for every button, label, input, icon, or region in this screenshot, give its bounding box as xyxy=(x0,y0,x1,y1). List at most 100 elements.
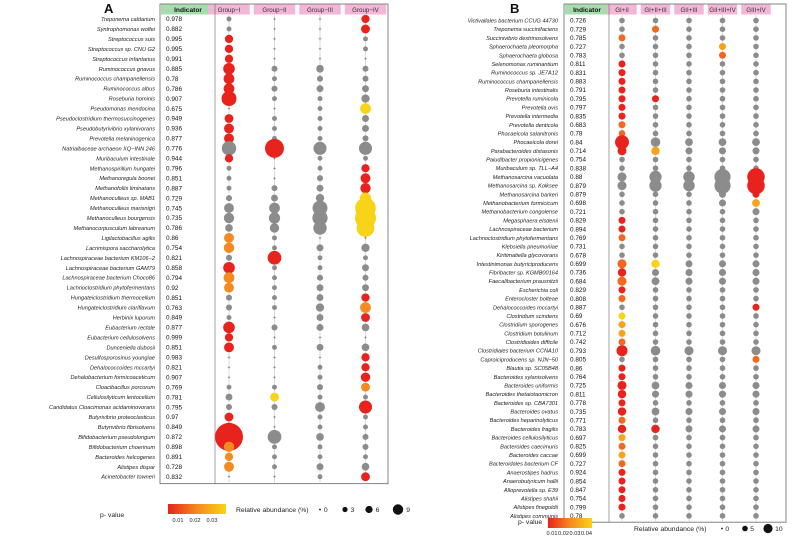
abundance-bubble xyxy=(363,424,368,430)
indicator-value: 0.887 xyxy=(166,185,182,192)
abundance-bubble xyxy=(221,91,237,107)
indicator-value: 0.883 xyxy=(570,79,586,86)
species-label: Bifidobacterium choerinum xyxy=(89,445,156,451)
abundance-bubble xyxy=(223,73,235,85)
abundance-bubble xyxy=(358,141,373,155)
abundance-bubble xyxy=(686,104,692,111)
abundance-bubble xyxy=(226,175,232,181)
indicator-value: 0.849 xyxy=(166,315,182,322)
abundance-bubble xyxy=(752,425,760,433)
abundance-bubble xyxy=(753,243,759,250)
abundance-bubble xyxy=(224,114,234,123)
abundance-bubble xyxy=(753,295,759,302)
size-legend-value: 9 xyxy=(406,507,410,514)
abundance-bubble xyxy=(618,86,626,94)
abundance-bubble xyxy=(224,282,234,293)
abundance-bubble xyxy=(652,130,659,137)
abundance-bubble xyxy=(317,116,323,121)
size-legend-value: 6 xyxy=(376,507,380,514)
abundance-bubble xyxy=(651,95,660,103)
group-header-bg xyxy=(607,4,637,15)
abundance-bubble xyxy=(223,272,235,284)
indicator-value: 0.894 xyxy=(570,226,586,233)
species-label: Selenomonas ruminantium xyxy=(491,62,558,68)
abundance-bubble xyxy=(752,390,760,398)
species-label: Prevotella ovis xyxy=(522,105,559,111)
abundance-bubble xyxy=(752,208,760,216)
abundance-bubble xyxy=(686,287,692,293)
abundance-bubble xyxy=(361,243,370,252)
abundance-bubble xyxy=(753,469,759,476)
species-label: Methanosarcina sp. Kolksee xyxy=(488,184,558,190)
abundance-bubble xyxy=(362,274,369,281)
abundance-bubble xyxy=(652,339,659,345)
abundance-bubble xyxy=(223,242,235,254)
pvalue-colorbar xyxy=(548,518,592,528)
abundance-bubble xyxy=(686,330,692,337)
abundance-bubble xyxy=(361,472,370,482)
abundance-bubble xyxy=(272,235,277,241)
species-label: Treponema caldarium xyxy=(101,17,155,23)
abundance-bubble xyxy=(226,26,232,32)
abundance-bubble xyxy=(271,404,278,411)
size-legend-value: 0 xyxy=(324,507,328,514)
panel-letter: B xyxy=(510,1,519,16)
indicator-value: 0.811 xyxy=(570,61,586,68)
abundance-bubble xyxy=(686,95,692,102)
group-header: Group−II xyxy=(262,7,287,14)
abundance-bubble xyxy=(619,513,625,519)
abundance-bubble xyxy=(618,329,626,337)
abundance-bubble xyxy=(752,268,760,277)
abundance-bubble xyxy=(753,52,759,59)
abundance-bubble xyxy=(652,504,659,510)
species-label: Dehalococcoides mccartyi xyxy=(90,365,156,371)
abundance-bubble xyxy=(719,495,726,502)
abundance-bubble xyxy=(225,195,233,202)
size-legend-value: 5 xyxy=(750,526,754,533)
abundance-bubble xyxy=(652,400,659,406)
species-label: Dehalobacterium formicoaceticum xyxy=(70,375,155,381)
abundance-bubble xyxy=(718,51,727,59)
abundance-bubble xyxy=(224,342,234,353)
abundance-bubble xyxy=(719,287,726,293)
abundance-bubble xyxy=(315,303,325,312)
abundance-bubble xyxy=(650,345,661,356)
indicator-value: 0.78 xyxy=(570,513,583,520)
size-legend-dot xyxy=(721,527,723,530)
group-header-bg xyxy=(640,4,671,15)
abundance-bubble xyxy=(618,216,626,224)
species-label: Cloacibacillus porcorum xyxy=(96,385,156,391)
abundance-bubble xyxy=(686,26,692,32)
size-legend-dot xyxy=(342,506,348,513)
abundance-bubble xyxy=(618,112,626,120)
abundance-bubble xyxy=(753,69,759,76)
abundance-bubble xyxy=(686,208,692,215)
abundance-bubble xyxy=(360,182,371,194)
abundance-bubble xyxy=(224,333,234,342)
abundance-bubble xyxy=(686,339,692,345)
abundance-bubble xyxy=(317,255,323,261)
indicator-value: 0.793 xyxy=(570,348,586,355)
abundance-bubble xyxy=(618,321,626,329)
abundance-bubble xyxy=(686,460,692,467)
abundance-bubble xyxy=(753,156,759,163)
species-label: Faecalibacterium prausnitzii xyxy=(489,279,559,285)
abundance-bubble xyxy=(686,321,692,328)
abundance-bubble xyxy=(752,381,760,390)
species-label: Lachnoclostridium phytofermentans xyxy=(67,286,156,292)
species-label: Prevotella melaninogenica xyxy=(89,136,155,142)
abundance-bubble xyxy=(618,468,626,476)
indicator-value: 0.821 xyxy=(166,364,182,371)
species-label: Lachnospiraceae bacterium GAM79 xyxy=(66,266,155,272)
abundance-bubble xyxy=(719,217,726,224)
abundance-bubble xyxy=(619,304,625,311)
indicator-value: 0.786 xyxy=(166,86,182,93)
species-label: Hungateiclostridium thermocellum xyxy=(71,296,156,302)
size-legend-dot xyxy=(319,508,321,511)
group-header: Group−I xyxy=(218,7,241,14)
abundance-bubble xyxy=(686,113,692,119)
species-label: Methanoculleus marisnigri xyxy=(90,206,156,212)
species-label: Escherichia coli xyxy=(519,288,559,294)
abundance-bubble xyxy=(753,287,759,293)
abundance-bubble xyxy=(652,417,659,424)
